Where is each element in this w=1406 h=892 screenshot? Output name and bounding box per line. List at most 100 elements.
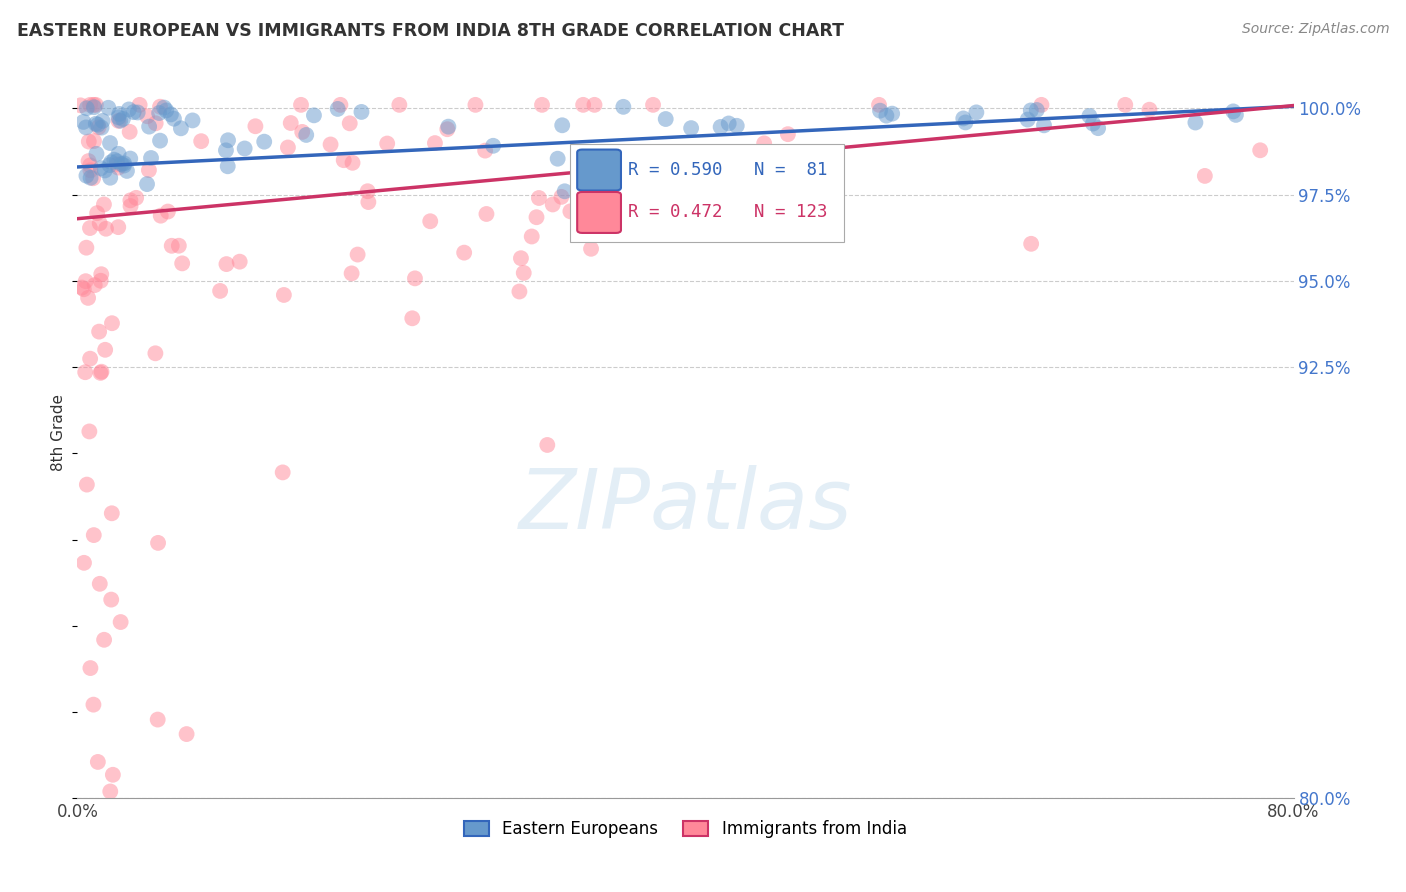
Point: [107, 161, 129, 175]
Point: [110, 615, 132, 629]
Point: [101, 768, 124, 782]
Point: [98, 170, 121, 185]
Point: [120, 194, 142, 208]
Point: [89, 366, 111, 380]
Point: [101, 316, 124, 330]
Point: [531, 98, 554, 112]
Point: [163, 112, 186, 126]
Point: [100, 592, 122, 607]
Point: [280, 116, 302, 130]
Point: [475, 207, 498, 221]
Point: [1019, 236, 1042, 251]
Text: Source: ZipAtlas.com: Source: ZipAtlas.com: [1241, 22, 1389, 37]
Point: [69, 98, 91, 112]
Point: [76, 477, 98, 491]
Point: [215, 144, 238, 158]
Point: [127, 105, 149, 120]
Point: [547, 152, 569, 166]
Point: [98, 784, 121, 798]
Point: [90, 365, 112, 379]
Point: [1184, 115, 1206, 129]
Point: [1078, 109, 1101, 123]
Point: [181, 113, 204, 128]
Point: [77, 291, 100, 305]
Point: [83, 528, 105, 542]
Point: [482, 138, 505, 153]
Point: [79, 158, 101, 172]
Point: [641, 98, 664, 112]
Point: [84, 117, 107, 131]
Legend: Eastern Europeans, Immigrants from India: Eastern Europeans, Immigrants from India: [457, 814, 914, 845]
Point: [94, 343, 117, 357]
Point: [100, 155, 122, 169]
Point: [90, 267, 112, 281]
Point: [77, 135, 100, 149]
Point: [1114, 98, 1136, 112]
Point: [155, 103, 177, 118]
Point: [209, 284, 232, 298]
Point: [453, 245, 475, 260]
Point: [90, 120, 112, 135]
Point: [86, 206, 108, 220]
Point: [1081, 117, 1104, 131]
Point: [955, 115, 977, 129]
Point: [107, 114, 129, 128]
Point: [340, 266, 363, 280]
Point: [136, 109, 159, 123]
Point: [527, 191, 550, 205]
Point: [83, 134, 105, 148]
Point: [326, 102, 349, 116]
FancyBboxPatch shape: [578, 192, 621, 233]
Point: [94, 221, 117, 235]
Point: [160, 239, 183, 253]
Point: [149, 209, 172, 223]
Point: [681, 121, 703, 136]
Point: [1025, 103, 1047, 117]
Point: [302, 108, 325, 122]
Y-axis label: 8th Grade: 8th Grade: [51, 394, 66, 471]
Point: [357, 195, 380, 210]
Point: [1249, 143, 1271, 157]
Point: [120, 152, 142, 166]
Point: [245, 120, 267, 134]
Text: R = 0.590   N =  81: R = 0.590 N = 81: [628, 161, 828, 179]
Point: [346, 247, 368, 261]
Point: [94, 163, 117, 178]
Point: [86, 146, 108, 161]
Point: [146, 713, 169, 727]
Point: [869, 103, 891, 118]
Point: [1017, 112, 1039, 127]
Point: [717, 116, 740, 130]
Point: [149, 134, 172, 148]
Point: [89, 576, 111, 591]
Point: [73, 282, 96, 296]
Point: [329, 98, 352, 112]
Point: [776, 127, 799, 141]
Point: [271, 466, 294, 480]
Point: [90, 161, 112, 176]
Point: [190, 134, 212, 148]
Point: [510, 251, 533, 265]
Point: [882, 106, 904, 120]
Point: [145, 346, 167, 360]
FancyBboxPatch shape: [578, 150, 621, 191]
Point: [404, 271, 426, 285]
Point: [112, 156, 135, 170]
Point: [1194, 169, 1216, 183]
Point: [89, 216, 111, 230]
Point: [342, 156, 364, 170]
FancyBboxPatch shape: [569, 144, 844, 243]
Point: [91, 114, 114, 128]
Point: [170, 121, 193, 136]
Point: [217, 133, 239, 147]
Point: [111, 112, 134, 126]
Point: [87, 120, 110, 135]
Point: [98, 158, 121, 172]
Point: [1225, 108, 1247, 122]
Point: [108, 107, 131, 121]
Point: [79, 163, 101, 178]
Point: [419, 214, 441, 228]
Point: [613, 145, 636, 160]
Point: [176, 727, 198, 741]
Point: [583, 98, 606, 112]
